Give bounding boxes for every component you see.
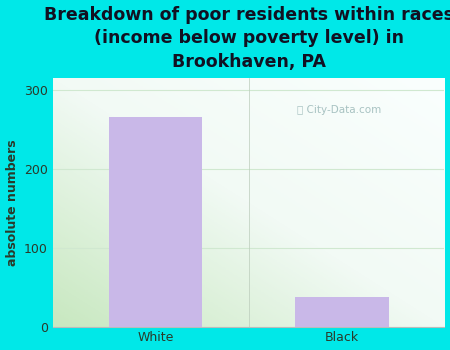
Title: Breakdown of poor residents within races
(income below poverty level) in
Brookha: Breakdown of poor residents within races… bbox=[44, 6, 450, 71]
Y-axis label: absolute numbers: absolute numbers bbox=[5, 139, 18, 266]
Bar bbox=[109, 117, 202, 327]
Text: ⓘ City-Data.com: ⓘ City-Data.com bbox=[297, 105, 381, 115]
Bar bbox=[295, 296, 388, 327]
